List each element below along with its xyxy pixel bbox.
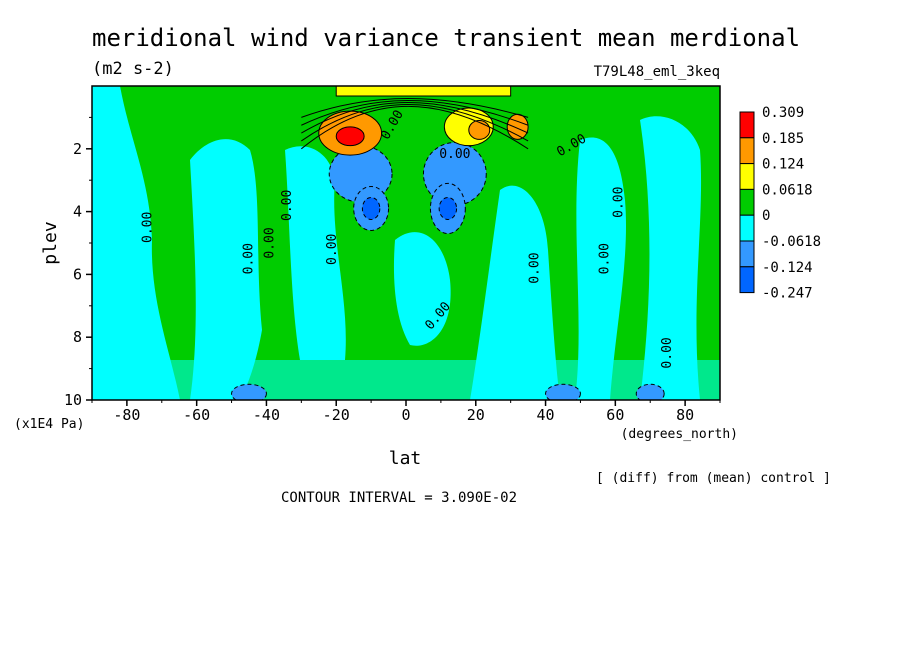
- contour-label: 0.00: [439, 147, 470, 162]
- contour-interval: CONTOUR INTERVAL = 3.090E-02: [281, 490, 517, 506]
- colorbar-swatch: [739, 240, 755, 268]
- contour-label: 0.00: [528, 252, 543, 283]
- colorbar-label: 0: [762, 208, 770, 224]
- colorbar-swatch: [739, 137, 755, 165]
- colorbar-swatch: [739, 266, 755, 294]
- region-cyan-sh-sub: [285, 146, 346, 360]
- plot-area: 0.000.000.000.000.000.000.000.000.000.00…: [92, 86, 720, 400]
- x-axis-label: lat: [389, 448, 422, 469]
- x-tick-label: -40: [253, 406, 280, 424]
- contour-label: 0.00: [262, 227, 277, 258]
- contour-line: [301, 98, 529, 118]
- y-tick-label: 4: [73, 203, 82, 221]
- anomaly-neg-surf-nh: [545, 383, 581, 400]
- region-cyan-eq: [393, 232, 451, 346]
- contour-top-band: [335, 86, 512, 97]
- x-tick-label: 20: [467, 406, 485, 424]
- contour-label: 0.00: [597, 243, 612, 274]
- y-axis-label: plev: [40, 221, 61, 264]
- diff-note: [ (diff) from (mean) control ]: [596, 471, 831, 486]
- y-axis: 2 4 6 8 10: [64, 116, 92, 409]
- x-tick-label: -80: [113, 406, 140, 424]
- region-cyan-nh-sub: [470, 185, 560, 400]
- y-tick-label: 10: [64, 391, 82, 409]
- region-cyan-nh-polar: [640, 116, 702, 400]
- x-tick-label: 40: [537, 406, 555, 424]
- chart-title: meridional wind variance transient mean …: [92, 24, 800, 52]
- colorbar-label: 0.185: [762, 131, 804, 147]
- colorbar-label: -0.124: [762, 260, 813, 276]
- anomaly-neg-surf-sh: [231, 383, 267, 400]
- y-axis-units: (x1E4 Pa): [14, 417, 84, 432]
- region-cyan-nh-mid: [575, 137, 627, 400]
- run-label: T79L48_eml_3keq: [594, 64, 720, 80]
- y-tick-label: 2: [73, 140, 82, 158]
- region-cyan-surface: [92, 360, 720, 400]
- anomaly-layer: [231, 107, 665, 400]
- contour-line: [301, 103, 529, 142]
- contour-label: 0.00: [280, 190, 295, 221]
- region-cyan-sh-mid: [190, 139, 262, 400]
- contour-label: 0.00: [140, 212, 155, 243]
- contour-line: [301, 100, 529, 126]
- x-tick-label: 80: [676, 406, 694, 424]
- x-axis-units: (degrees_north): [621, 427, 738, 442]
- anomaly-pos-core-sh: [335, 126, 365, 147]
- colorbar-swatch: [739, 188, 755, 216]
- colorbar-swatch: [739, 214, 755, 242]
- anomaly-neg-surf-nh2: [635, 383, 665, 400]
- contour-line: [301, 106, 529, 150]
- x-tick-label: -60: [183, 406, 210, 424]
- x-axis: -80 -60 -40 -20 0 20 40 60 80: [91, 400, 721, 424]
- colorbar-swatch: [739, 111, 755, 139]
- anomaly-neg-core-nh: [438, 196, 458, 220]
- y-tick-label: 8: [73, 328, 82, 346]
- contour-line-layer: [301, 86, 529, 150]
- contour-label: 0.00: [241, 243, 256, 274]
- colorbar-label: 0.0618: [762, 182, 813, 198]
- anomaly-neg-core-sh: [361, 196, 381, 220]
- contour-label: 0.00: [611, 187, 626, 218]
- colorbar-label: 0.124: [762, 157, 804, 173]
- colorbar-label: -0.0618: [762, 234, 821, 250]
- x-tick-label: 0: [401, 406, 410, 424]
- contour-label: 0.00: [325, 234, 340, 265]
- x-tick-label: -20: [323, 406, 350, 424]
- colorbar-label: -0.247: [762, 286, 813, 302]
- x-tick-label: 60: [606, 406, 624, 424]
- colorbar-label: 0.309: [762, 105, 804, 121]
- anomaly-pos-core-nh: [468, 120, 491, 140]
- contour-label: 0.00: [660, 337, 675, 368]
- chart-units: (m2 s-2): [92, 59, 174, 79]
- contour-line: [301, 101, 529, 134]
- region-cyan-sh-polar: [92, 86, 180, 400]
- colorbar-swatch: [739, 163, 755, 190]
- y-tick-label: 6: [73, 265, 82, 283]
- colorbar: 0.309 0.185 0.124 0.0618 0 -0.0618 -0.124 -0.24…: [739, 105, 821, 302]
